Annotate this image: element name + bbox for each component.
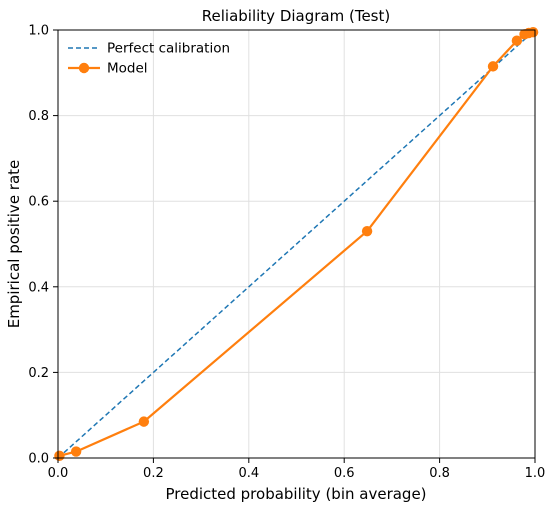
series-point-model: [361, 225, 373, 237]
y-tick-label: 0.4: [28, 280, 49, 295]
y-tick-label: 0.2: [28, 366, 49, 381]
y-tick-label: 0.0: [28, 452, 49, 467]
series-point-model: [527, 26, 539, 38]
y-tick-label: 0.6: [28, 195, 49, 210]
chart-title: Reliability Diagram (Test): [202, 7, 390, 25]
legend-marker-model: [78, 62, 90, 74]
series-point-model: [54, 450, 65, 462]
legend: Perfect calibration Model: [68, 41, 230, 77]
series-point-model: [138, 416, 150, 427]
series-point-model: [511, 35, 523, 46]
y-axis-label: Empirical positive rate: [5, 160, 23, 329]
x-tick-label: 0.4: [238, 466, 259, 481]
y-tick-label: 1.0: [28, 24, 49, 39]
series-point-model: [70, 446, 82, 457]
y-tick-label: 0.8: [28, 109, 49, 124]
x-tick-label: 1.0: [525, 466, 546, 481]
x-tick-label: 0.2: [143, 466, 164, 481]
x-tick-label: 0.0: [48, 466, 69, 481]
legend-label-perfect-calibration: Perfect calibration: [107, 41, 230, 57]
x-axis-ticks: 0.0 0.2 0.4 0.6 0.8 1.0: [48, 458, 546, 481]
y-axis-ticks: 0.0 0.2 0.4 0.6 0.8 1.0: [28, 24, 58, 467]
series-point-model: [487, 61, 499, 72]
legend-label-model: Model: [107, 61, 148, 77]
series-layer: [54, 26, 539, 462]
x-tick-label: 0.8: [429, 466, 450, 481]
plot-frame: [57, 29, 536, 459]
x-tick-label: 0.6: [334, 466, 355, 481]
series-line-perfect-calibration: [57, 29, 536, 459]
x-axis-label: Predicted probability (bin average): [165, 485, 426, 503]
